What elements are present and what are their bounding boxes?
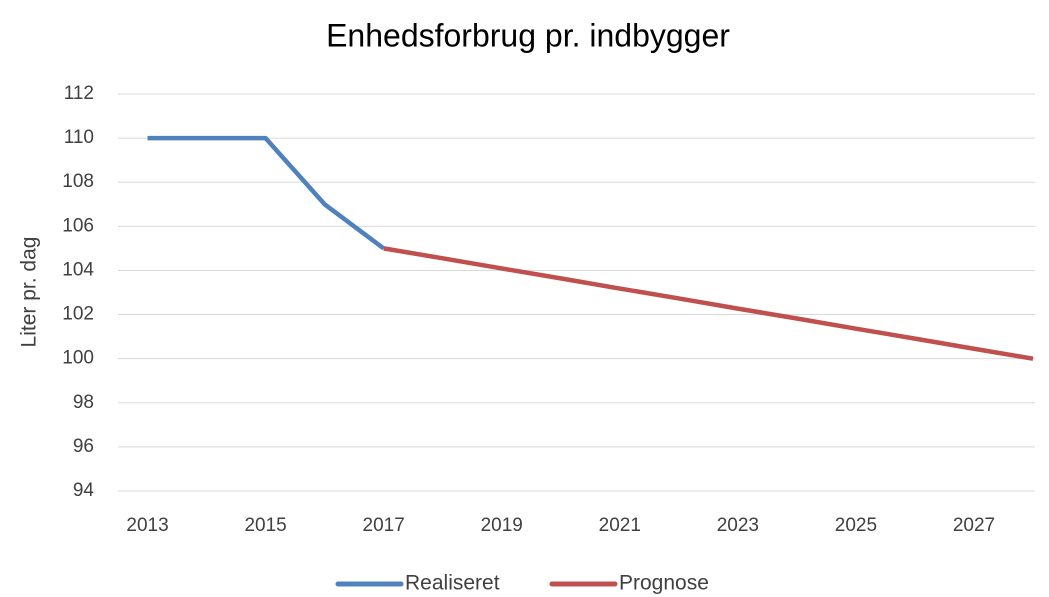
x-tick-label: 2015 [244,515,286,536]
y-tick-label: 108 [62,171,94,192]
chart-title: Enhedsforbrug pr. indbygger [326,17,730,53]
y-tick-label: 106 [62,215,94,236]
y-tick-label: 104 [62,259,94,280]
legend-label: Realiseret [405,572,500,595]
y-tick-label: 96 [73,436,94,457]
x-tick-label: 2025 [835,515,877,536]
y-tick-label: 94 [73,480,95,501]
legend-label: Prognose [619,572,709,595]
y-tick-label: 112 [64,83,94,104]
x-tick-label: 2021 [599,515,641,536]
x-tick-label: 2023 [717,515,759,536]
y-axis-label: Liter pr. dag [18,237,41,348]
line-series [383,246,1034,361]
x-tick-label: 2019 [481,515,523,536]
x-tick-label: 2017 [363,515,405,536]
line-series [147,135,385,251]
y-tick-label: 98 [73,392,94,413]
y-tick-label: 102 [62,304,94,325]
x-tick-label: 2027 [953,515,995,536]
y-tick-label: 110 [64,127,94,148]
y-tick-label: 100 [62,348,94,369]
x-tick-label: 2013 [126,515,168,536]
